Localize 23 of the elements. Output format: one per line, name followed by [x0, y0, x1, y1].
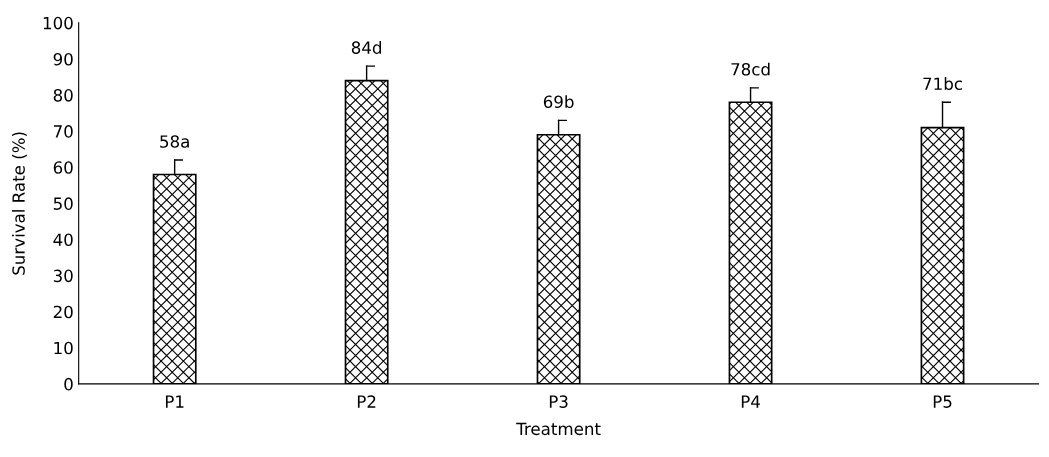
data-label: 84d: [351, 41, 381, 54]
y-tick-label: 10: [54, 341, 73, 355]
x-tick-label: P4: [741, 395, 760, 408]
x-tick-label: P5: [933, 395, 952, 408]
y-tick-label: 80: [53, 89, 73, 102]
data-label: 58a: [160, 135, 189, 148]
y-tick-label: 0: [64, 377, 73, 391]
y-tick-label: 100: [43, 16, 73, 30]
data-label: 71bc: [923, 77, 962, 91]
y-tick-label: 40: [53, 233, 73, 247]
x-tick-label: P3: [549, 395, 568, 408]
x-tick-label: P2: [357, 395, 376, 408]
y-tick-label: 50: [53, 197, 73, 210]
x-tick-label: P1: [165, 395, 184, 408]
y-tick-label: 20: [53, 305, 73, 319]
y-tick-label: 90: [53, 52, 73, 66]
data-label: 78cd: [731, 62, 770, 76]
y-axis-title: Survival Rate (%): [11, 132, 27, 275]
data-label: 69b: [543, 95, 574, 109]
x-axis-title: Treatment: [516, 422, 601, 436]
y-tick-label: 60: [53, 161, 73, 174]
y-tick-label: 30: [53, 269, 73, 283]
y-tick-label: 70: [53, 125, 73, 138]
